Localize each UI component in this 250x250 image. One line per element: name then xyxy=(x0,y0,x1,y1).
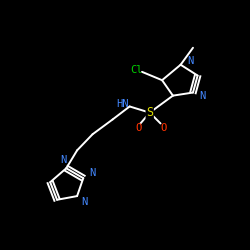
Text: N: N xyxy=(60,154,66,164)
Text: N: N xyxy=(188,56,194,66)
Text: HN: HN xyxy=(116,99,129,109)
Text: N: N xyxy=(90,168,96,177)
Text: N: N xyxy=(82,197,88,207)
Text: O: O xyxy=(136,123,142,133)
Text: O: O xyxy=(160,123,167,133)
Text: Cl: Cl xyxy=(130,65,143,75)
Text: S: S xyxy=(146,106,153,119)
Text: N: N xyxy=(199,91,205,101)
